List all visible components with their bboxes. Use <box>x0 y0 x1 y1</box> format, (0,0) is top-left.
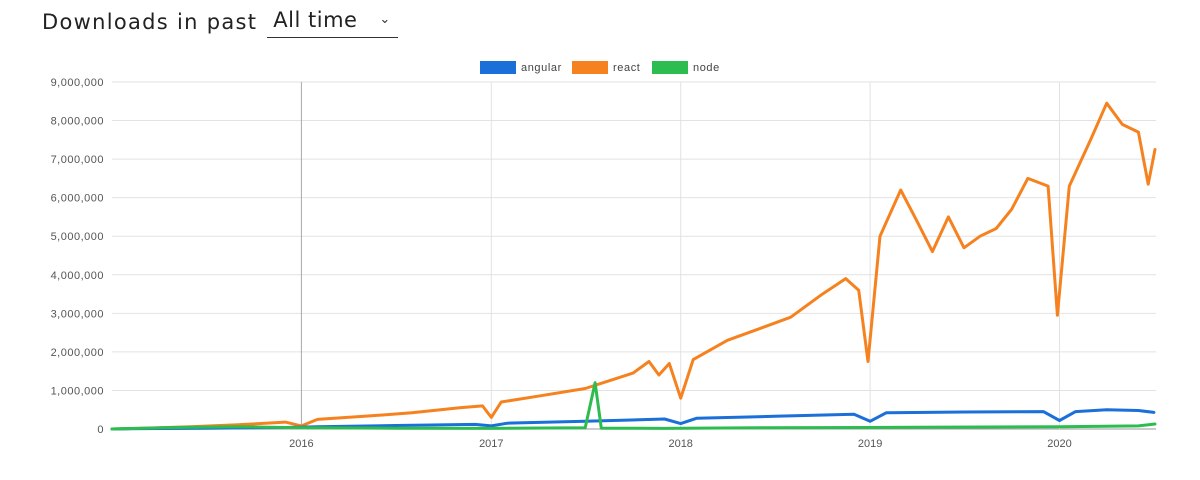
y-tick-label: 2,000,000 <box>51 347 104 359</box>
header: Downloads in past All time ⌄ <box>42 6 399 38</box>
period-select[interactable]: All time ⌄ <box>267 7 399 38</box>
legend-label-react: react <box>613 62 640 74</box>
y-tick-label: 0 <box>97 424 104 436</box>
period-select-value: All time <box>273 7 358 32</box>
series-line-node <box>110 381 1157 431</box>
y-tick-label: 1,000,000 <box>51 385 104 397</box>
legend-label-angular: angular <box>521 62 562 74</box>
y-tick-label: 4,000,000 <box>51 270 104 282</box>
legend-swatch-react <box>572 61 608 74</box>
y-tick-label: 3,000,000 <box>51 308 104 320</box>
chevron-down-icon: ⌄ <box>379 11 391 27</box>
y-tick-label: 7,000,000 <box>51 154 104 166</box>
y-tick-label: 6,000,000 <box>51 193 104 205</box>
downloads-label: Downloads in past <box>42 10 258 34</box>
y-tick-label: 5,000,000 <box>51 231 104 243</box>
x-tick-label: 2020 <box>1047 438 1071 450</box>
legend-swatch-node <box>652 61 688 74</box>
x-tick-label: 2017 <box>479 438 503 450</box>
x-tick-label: 2018 <box>668 438 692 450</box>
series-line-react <box>110 101 1157 431</box>
legend-label-node: node <box>693 62 720 74</box>
y-tick-label: 9,000,000 <box>51 77 104 89</box>
x-tick-label: 2016 <box>289 438 313 450</box>
y-tick-label: 8,000,000 <box>51 116 104 128</box>
x-tick-label: 2019 <box>858 438 882 450</box>
legend-swatch-angular <box>480 61 516 74</box>
